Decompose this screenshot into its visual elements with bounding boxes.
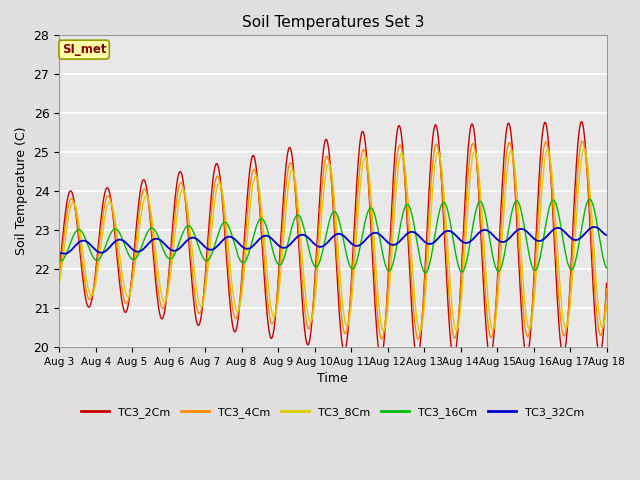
TC3_32Cm: [61, 251, 68, 257]
TC3_16Cm: [422, 270, 429, 276]
TC3_2Cm: [399, 152, 407, 158]
Legend: TC3_2Cm, TC3_4Cm, TC3_8Cm, TC3_16Cm, TC3_32Cm: TC3_2Cm, TC3_4Cm, TC3_8Cm, TC3_16Cm, TC3…: [77, 402, 589, 422]
TC3_32Cm: [178, 243, 186, 249]
TC3_4Cm: [177, 180, 185, 185]
TC3_4Cm: [206, 225, 214, 231]
Line: TC3_16Cm: TC3_16Cm: [59, 199, 607, 273]
TC3_32Cm: [207, 247, 214, 252]
TC3_32Cm: [122, 240, 130, 246]
TC3_32Cm: [66, 249, 74, 254]
Y-axis label: Soil Temperature (C): Soil Temperature (C): [15, 127, 28, 255]
TC3_8Cm: [122, 289, 129, 295]
Text: SI_met: SI_met: [62, 43, 106, 56]
X-axis label: Time: Time: [317, 372, 348, 385]
TC3_32Cm: [400, 234, 408, 240]
TC3_4Cm: [55, 273, 63, 279]
TC3_16Cm: [399, 209, 407, 215]
TC3_4Cm: [416, 331, 424, 337]
Line: TC3_8Cm: TC3_8Cm: [59, 149, 607, 332]
TC3_4Cm: [65, 200, 73, 206]
TC3_32Cm: [416, 234, 424, 240]
TC3_16Cm: [415, 252, 423, 258]
TC3_2Cm: [65, 190, 73, 196]
TC3_8Cm: [416, 328, 424, 334]
TC3_2Cm: [413, 356, 421, 361]
Title: Soil Temperatures Set 3: Soil Temperatures Set 3: [242, 15, 424, 30]
TC3_16Cm: [603, 265, 611, 271]
TC3_2Cm: [55, 269, 63, 275]
Line: TC3_4Cm: TC3_4Cm: [59, 141, 607, 339]
TC3_2Cm: [206, 210, 214, 216]
TC3_8Cm: [55, 282, 63, 288]
TC3_16Cm: [586, 196, 594, 202]
TC3_4Cm: [399, 158, 407, 164]
TC3_32Cm: [591, 224, 598, 230]
Line: TC3_2Cm: TC3_2Cm: [59, 121, 607, 359]
TC3_2Cm: [603, 280, 611, 286]
TC3_32Cm: [55, 250, 63, 256]
TC3_8Cm: [400, 157, 408, 163]
TC3_16Cm: [65, 244, 73, 250]
TC3_8Cm: [177, 189, 185, 195]
TC3_4Cm: [415, 336, 422, 342]
TC3_16Cm: [122, 244, 129, 250]
TC3_2Cm: [177, 169, 185, 175]
Line: TC3_32Cm: TC3_32Cm: [59, 227, 607, 254]
TC3_8Cm: [65, 211, 73, 217]
TC3_2Cm: [416, 343, 424, 348]
TC3_32Cm: [603, 232, 611, 238]
TC3_4Cm: [603, 286, 611, 291]
TC3_4Cm: [122, 300, 129, 306]
TC3_8Cm: [580, 146, 588, 152]
TC3_8Cm: [603, 302, 611, 308]
TC3_2Cm: [577, 119, 585, 124]
TC3_16Cm: [177, 235, 185, 240]
TC3_16Cm: [55, 258, 63, 264]
TC3_16Cm: [206, 255, 214, 261]
TC3_4Cm: [579, 138, 586, 144]
TC3_8Cm: [380, 329, 387, 335]
TC3_8Cm: [206, 245, 214, 251]
TC3_2Cm: [122, 310, 129, 315]
